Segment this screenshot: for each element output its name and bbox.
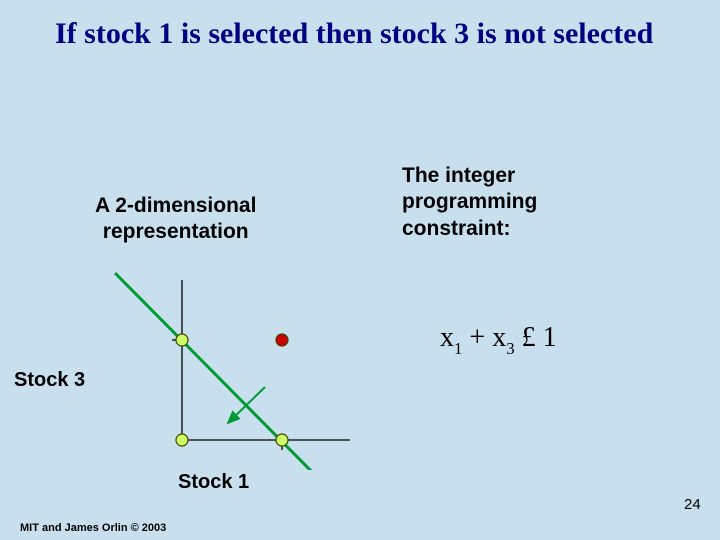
copyright-footer: MIT and James Orlin © 2003 [20, 522, 166, 534]
eq-x1: x [440, 322, 454, 353]
rep-label-line2: representation [103, 220, 249, 243]
eq-plus: + [462, 322, 492, 353]
eq-sub2: 3 [506, 339, 514, 358]
eq-x2: x [492, 322, 506, 353]
constraint-line2: programming [402, 190, 537, 213]
slide-title: If stock 1 is selected then stock 3 is n… [55, 14, 655, 53]
y-axis-label: Stock 3 [14, 368, 85, 393]
constraint-equation: x1 + x3 £ 1 [440, 322, 557, 358]
eq-sub1: 1 [454, 339, 462, 358]
x-axis-label: Stock 1 [178, 470, 249, 495]
page-number: 24 [684, 496, 701, 513]
constraint-label: The integer programming constraint: [402, 163, 537, 242]
constraint-line1: The integer [402, 164, 515, 187]
eq-rhs: 1 [543, 322, 557, 353]
rep-label-line1: A 2-dimensional [95, 194, 256, 217]
feasible-region-chart [90, 270, 370, 470]
eq-op: £ [515, 322, 543, 353]
representation-label: A 2-dimensional representation [95, 193, 256, 246]
constraint-line3: constraint: [402, 217, 511, 240]
